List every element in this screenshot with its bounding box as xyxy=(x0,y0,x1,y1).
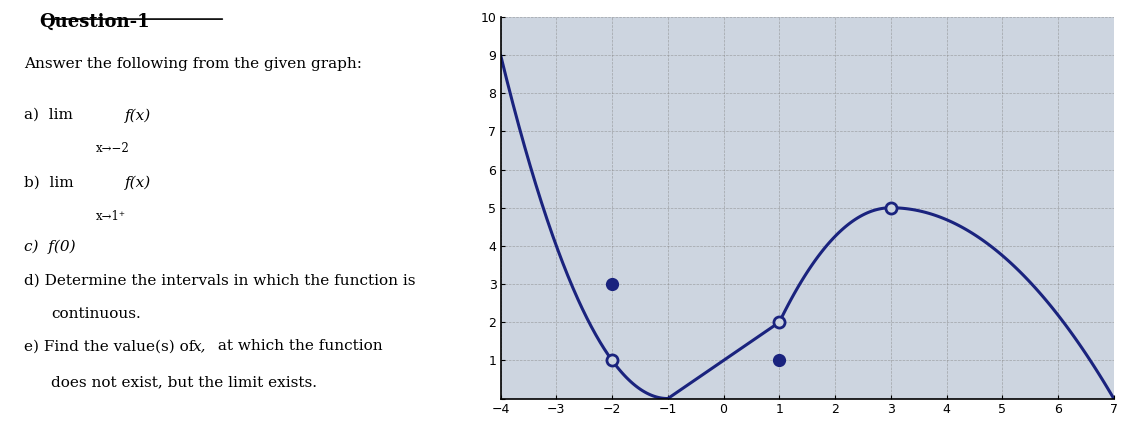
Text: at which the function: at which the function xyxy=(213,339,382,353)
Text: f(x): f(x) xyxy=(125,108,151,123)
Text: continuous.: continuous. xyxy=(52,307,141,321)
Text: d) Determine the intervals in which the function is: d) Determine the intervals in which the … xyxy=(25,273,416,287)
Text: b)  lim: b) lim xyxy=(25,176,74,190)
Text: x,: x, xyxy=(193,339,207,353)
Text: f(x): f(x) xyxy=(125,176,151,190)
Text: c)  f(0): c) f(0) xyxy=(25,240,76,254)
Text: Question-1: Question-1 xyxy=(39,13,150,31)
Text: does not exist, but the limit exists.: does not exist, but the limit exists. xyxy=(52,375,317,389)
Text: a)  lim: a) lim xyxy=(25,108,73,122)
Text: x→1⁺: x→1⁺ xyxy=(96,210,125,223)
Text: x→−2: x→−2 xyxy=(96,142,129,155)
Text: Answer the following from the given graph:: Answer the following from the given grap… xyxy=(25,57,362,71)
Text: e) Find the value(s) of: e) Find the value(s) of xyxy=(25,339,200,353)
